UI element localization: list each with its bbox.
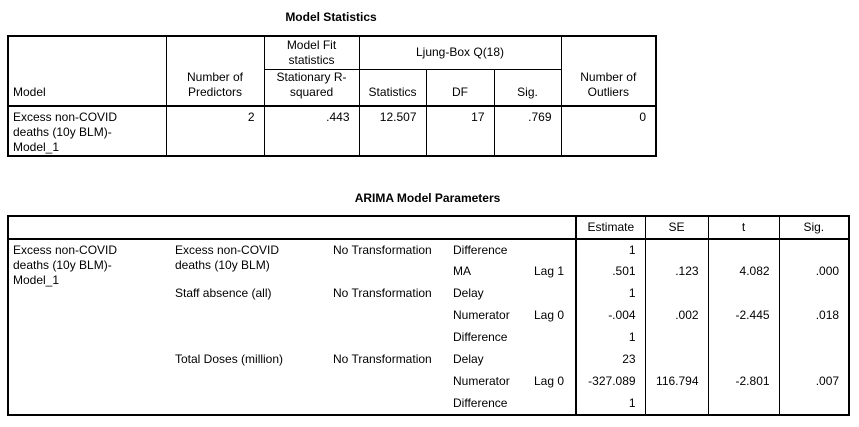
cell-variable: Staff absence (all) [175,286,272,300]
cell-se: .002 [644,305,709,327]
cell-sig: .769 [493,105,562,156]
cell-param: Difference [453,330,508,344]
cell-param: Numerator [453,374,510,388]
cell-t [707,283,780,305]
cell-t: -2.445 [707,305,780,327]
cell-lag [534,327,576,349]
cell-param: Difference [453,396,508,410]
cell-lag: Lag 0 [534,374,565,388]
table-row: Difference 1 [8,327,850,349]
cell-estimate: 1 [575,238,646,261]
cell-estimate: 1 [575,283,646,305]
table-row: Stationary R-squared Statistics DF Sig. [8,69,656,106]
cell-variable: Total Doses (million) [175,352,284,366]
cell-param: Numerator [453,308,510,322]
cell-t [707,393,780,415]
cell-df: 17 [425,105,494,156]
cell-t: 4.082 [707,261,780,283]
cell-lag [534,283,576,305]
table-row: Difference 1 [8,393,850,415]
header-se: SE [644,216,709,239]
cell-se [644,327,709,349]
cell-param: Difference [453,238,534,261]
cell-sig [778,349,850,371]
cell-t: -2.801 [707,371,780,393]
cell-estimate: -.004 [575,305,646,327]
cell-estimate: 1 [575,327,646,349]
cell-sig [778,238,850,261]
header-stationary-r-squared: Stationary R-squared [263,69,359,106]
cell-transformation: No Transformation [333,286,432,300]
table-row: Numerator Lag 0 -327.089 116.794 -2.801 … [8,371,850,393]
cell-estimate: .501 [575,261,646,283]
cell-model-name: Excess non-COVID deaths (10y BLM)-Model_… [8,238,175,415]
table-row: Estimate SE t Sig. [8,216,850,239]
cell-stationary-r-squared: .443 [263,105,359,156]
cell-sig [778,327,850,349]
cell-transformation: No Transformation [333,352,432,366]
header-sig: Sig. [493,69,562,106]
cell-variable: Excess non-COVID deaths (10y BLM) [175,238,333,283]
cell-estimate: -327.089 [575,371,646,393]
model-statistics-table: Model Number of Predictors Model Fit sta… [7,35,658,157]
cell-se: 116.794 [644,371,709,393]
cell-se [644,238,709,261]
header-stub [8,216,576,239]
header-estimate: Estimate [575,216,646,239]
cell-se: .123 [644,261,709,283]
table-row: Model Number of Predictors Model Fit sta… [8,36,657,106]
header-df: DF [425,69,494,106]
cell-se [644,283,709,305]
cell-sig: .000 [778,261,850,283]
table-row: MA Lag 1 .501 .123 4.082 .000 [8,261,850,283]
table-row: Excess non-COVID deaths (10y BLM)-Model_… [8,238,850,415]
cell-statistics: 12.507 [358,105,426,156]
cell-lag: Lag 0 [534,308,565,322]
cell-outliers: 0 [560,105,657,156]
cell-param: Delay [453,352,484,366]
cell-se [644,393,709,415]
cell-t [707,349,780,371]
cell-transformation: No Transformation [333,238,453,283]
cell-estimate: 23 [575,349,646,371]
cell-sig: .007 [778,371,850,393]
cell-estimate: 1 [575,393,646,415]
cell-t [707,327,780,349]
header-sig: Sig. [778,216,850,239]
cell-sig [778,393,850,415]
table-row: Numerator Lag 0 -.004 .002 -2.445 .018 [8,305,850,327]
cell-model-name: Excess non-COVID deaths (10y BLM)-Model_… [8,105,166,156]
header-number-of-outliers: Number of Outliers [560,36,657,106]
table-row: Total Doses (million) No Transformation … [8,349,850,371]
header-t: t [707,216,780,239]
header-ljung-box-group: Ljung-Box Q(18) [358,36,562,70]
cell-se [644,349,709,371]
arima-parameters-table: Estimate SE t Sig. Excess non-COVID deat… [7,215,851,416]
model-statistics-title: Model Statistics [285,10,377,24]
header-number-of-predictors: Number of Predictors [165,36,264,106]
table-row: Staff absence (all) No Transformation De… [8,283,850,305]
cell-param: Delay [453,286,484,300]
cell-lag [534,238,577,261]
cell-lag [534,393,576,415]
cell-predictors: 2 [165,105,264,156]
table-row: Excess non-COVID deaths (10y BLM)-Model_… [8,105,657,156]
cell-lag [534,349,576,371]
cell-sig [778,283,850,305]
header-model-fit-statistics-group: Model Fit statistics [263,36,359,70]
header-model: Model [13,85,46,99]
cell-t [707,238,780,261]
cell-sig: .018 [778,305,850,327]
header-statistics: Statistics [358,69,426,106]
cell-lag: Lag 1 [534,264,565,278]
cell-param: MA [453,264,471,278]
arima-parameters-title: ARIMA Model Parameters [354,191,501,205]
